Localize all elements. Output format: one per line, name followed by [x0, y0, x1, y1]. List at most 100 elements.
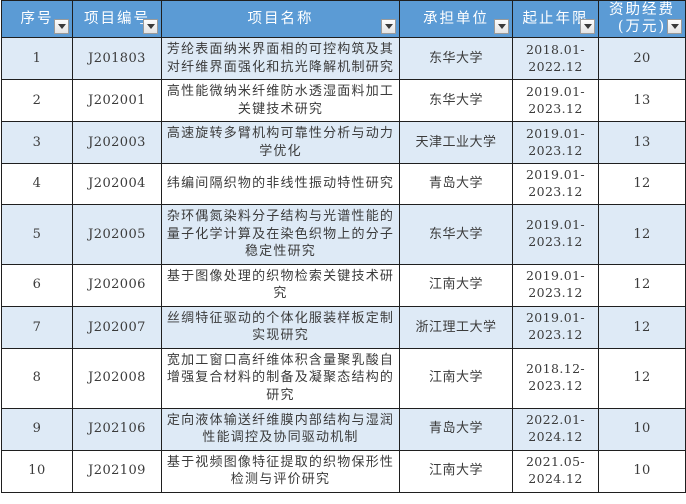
cell-org: 江南大学 [399, 263, 513, 307]
cell-years-start: 2022.01- [525, 412, 586, 428]
cell-code: J202005 [72, 204, 162, 265]
cell-fund: 13 [598, 121, 686, 165]
cell-seq: 9 [1, 407, 73, 451]
cell-years: 2019.01- 2023.12 [512, 79, 599, 123]
cell-title: 定向液体输送纤维膜内部结构与湿润性能调控及协同驱动机制 [161, 407, 400, 451]
cell-org: 东华大学 [399, 36, 513, 81]
cell-years-end: 2023.12 [528, 285, 583, 301]
cell-years-end: 2023.12 [528, 142, 583, 158]
table-row[interactable]: 2 J202001 高性能微纳米纤维防水透湿面料加工关键技术研究 东华大学 2019.0… [1, 79, 686, 123]
column-header-fund-label-line2: (万元) [617, 19, 667, 35]
cell-years: 2018.01- 2022.12 [512, 36, 599, 81]
cell-years-start: 2019.01- [525, 310, 586, 326]
cell-org: 青岛大学 [399, 407, 513, 451]
chevron-down-icon[interactable] [494, 19, 509, 34]
cell-seq: 1 [1, 36, 73, 81]
cell-title: 高性能微纳米纤维防水透湿面料加工关键技术研究 [161, 79, 400, 123]
table-row[interactable]: 7 J202007 丝绸特征驱动的个体化服装样板定制实现研究 浙江理工大学 2019.0… [1, 305, 686, 349]
column-header-years-label: 起止年限 [522, 10, 589, 27]
cell-code: J202109 [72, 449, 162, 493]
chevron-down-icon[interactable] [580, 19, 595, 34]
cell-fund: 10 [598, 407, 686, 451]
cell-years-start: 2019.01- [525, 268, 586, 284]
cell-org: 东华大学 [399, 204, 513, 265]
header-row: 序号 项目编号 项目名称 承担单位 起止年限 [1, 0, 686, 38]
cell-years-end: 2023.12 [528, 100, 583, 116]
cell-code: J201803 [72, 36, 162, 81]
cell-title: 杂环偶氮染料分子结构与光谱性能的量子化学计算及在染色织物上的分子稳定性研究 [161, 204, 400, 265]
cell-code: J202106 [72, 407, 162, 451]
cell-code: J202001 [72, 79, 162, 123]
table-row[interactable]: 9 J202106 定向液体输送纤维膜内部结构与湿润性能调控及协同驱动机制 青岛大学 2… [1, 407, 686, 451]
cell-org: 江南大学 [399, 449, 513, 493]
cell-years: 2019.01- 2023.12 [512, 163, 599, 206]
table-row[interactable]: 5 J202005 杂环偶氮染料分子结构与光谱性能的量子化学计算及在染色织物上的分子… [1, 204, 686, 265]
cell-fund: 12 [598, 305, 686, 349]
table-row[interactable]: 6 J202006 基于图像处理的织物检索关键技术研究 江南大学 2019.01- 202… [1, 263, 686, 307]
cell-code: J202008 [72, 347, 162, 409]
cell-seq: 4 [1, 163, 73, 206]
cell-org: 江南大学 [399, 347, 513, 409]
chevron-down-icon[interactable] [381, 19, 396, 34]
grant-table: 序号 项目编号 项目名称 承担单位 起止年限 [1, 0, 686, 493]
chevron-down-icon[interactable] [667, 19, 682, 34]
cell-org: 天津工业大学 [399, 121, 513, 165]
cell-seq: 3 [1, 121, 73, 165]
cell-fund: 12 [598, 204, 686, 265]
cell-title: 基于图像处理的织物检索关键技术研究 [161, 263, 400, 307]
table-row[interactable]: 1 J201803 芳纶表面纳米界面相的可控构筑及其对纤维界面强化和抗光降解机制研究… [1, 36, 686, 81]
cell-org: 浙江理工大学 [399, 305, 513, 349]
cell-seq: 5 [1, 204, 73, 265]
cell-seq: 6 [1, 263, 73, 307]
cell-years-start: 2018.12- [525, 361, 586, 377]
table-row[interactable]: 3 J202003 高速旋转多臂机构可靠性分析与动力学优化 天津工业大学 2019.01… [1, 121, 686, 165]
cell-years-end: 2024.12 [528, 471, 583, 487]
column-header-org[interactable]: 承担单位 [399, 0, 513, 38]
column-header-title[interactable]: 项目名称 [161, 0, 400, 38]
column-header-seq-label: 序号 [20, 10, 54, 27]
cell-fund: 12 [598, 163, 686, 206]
cell-fund: 13 [598, 79, 686, 123]
cell-years: 2022.01- 2024.12 [512, 407, 599, 451]
column-header-org-label: 承担单位 [423, 10, 489, 27]
cell-fund: 10 [598, 449, 686, 493]
cell-fund: 20 [598, 36, 686, 81]
cell-years-start: 2021.05- [525, 454, 586, 470]
cell-seq: 10 [1, 449, 73, 493]
table-header: 序号 项目编号 项目名称 承担单位 起止年限 [1, 0, 686, 38]
table-row[interactable]: 4 J202004 纬编间隔织物的非线性振动特性研究 青岛大学 2019.01- 2023… [1, 163, 686, 206]
chevron-down-icon[interactable] [54, 19, 69, 34]
cell-years-start: 2019.01- [525, 167, 586, 183]
cell-years-end: 2023.12 [528, 184, 583, 200]
cell-years-end: 2023.12 [528, 327, 583, 343]
cell-seq: 2 [1, 79, 73, 123]
cell-years-end: 2024.12 [528, 429, 583, 445]
column-header-seq[interactable]: 序号 [1, 0, 73, 38]
cell-years-end: 2023.12 [528, 378, 583, 394]
cell-code: J202004 [72, 163, 162, 206]
cell-code: J202003 [72, 121, 162, 165]
cell-years: 2021.05- 2024.12 [512, 449, 599, 493]
table-row[interactable]: 10 J202109 基于视频图像特征提取的织物保形性检测与评价研究 江南大学 2021… [1, 449, 686, 493]
cell-fund: 12 [598, 263, 686, 307]
cell-title: 高速旋转多臂机构可靠性分析与动力学优化 [161, 121, 400, 165]
table-row[interactable]: 8 J202008 宽加工窗口高纤维体积含量聚乳酸自增强复合材料的制备及凝聚态结构的… [1, 347, 686, 409]
column-header-fund[interactable]: 资助经费 (万元) [598, 0, 686, 38]
cell-title: 宽加工窗口高纤维体积含量聚乳酸自增强复合材料的制备及凝聚态结构的研究 [161, 347, 400, 409]
cell-seq: 7 [1, 305, 73, 349]
cell-years: 2019.01- 2023.12 [512, 305, 599, 349]
cell-title: 丝绸特征驱动的个体化服装样板定制实现研究 [161, 305, 400, 349]
chevron-down-icon[interactable] [143, 19, 158, 34]
column-header-title-label: 项目名称 [247, 10, 314, 27]
column-header-years[interactable]: 起止年限 [512, 0, 599, 38]
cell-code: J202007 [72, 305, 162, 349]
cell-title: 纬编间隔织物的非线性振动特性研究 [161, 163, 400, 206]
cell-title: 基于视频图像特征提取的织物保形性检测与评价研究 [161, 449, 400, 493]
cell-years-end: 2023.12 [528, 234, 583, 250]
table-body: 1 J201803 芳纶表面纳米界面相的可控构筑及其对纤维界面强化和抗光降解机制研究… [1, 36, 686, 493]
cell-org: 青岛大学 [399, 163, 513, 206]
cell-years-end: 2022.12 [528, 58, 583, 74]
cell-years: 2019.01- 2023.12 [512, 121, 599, 165]
column-header-code[interactable]: 项目编号 [72, 0, 162, 38]
column-header-fund-label-line1: 资助经费 [609, 2, 675, 19]
